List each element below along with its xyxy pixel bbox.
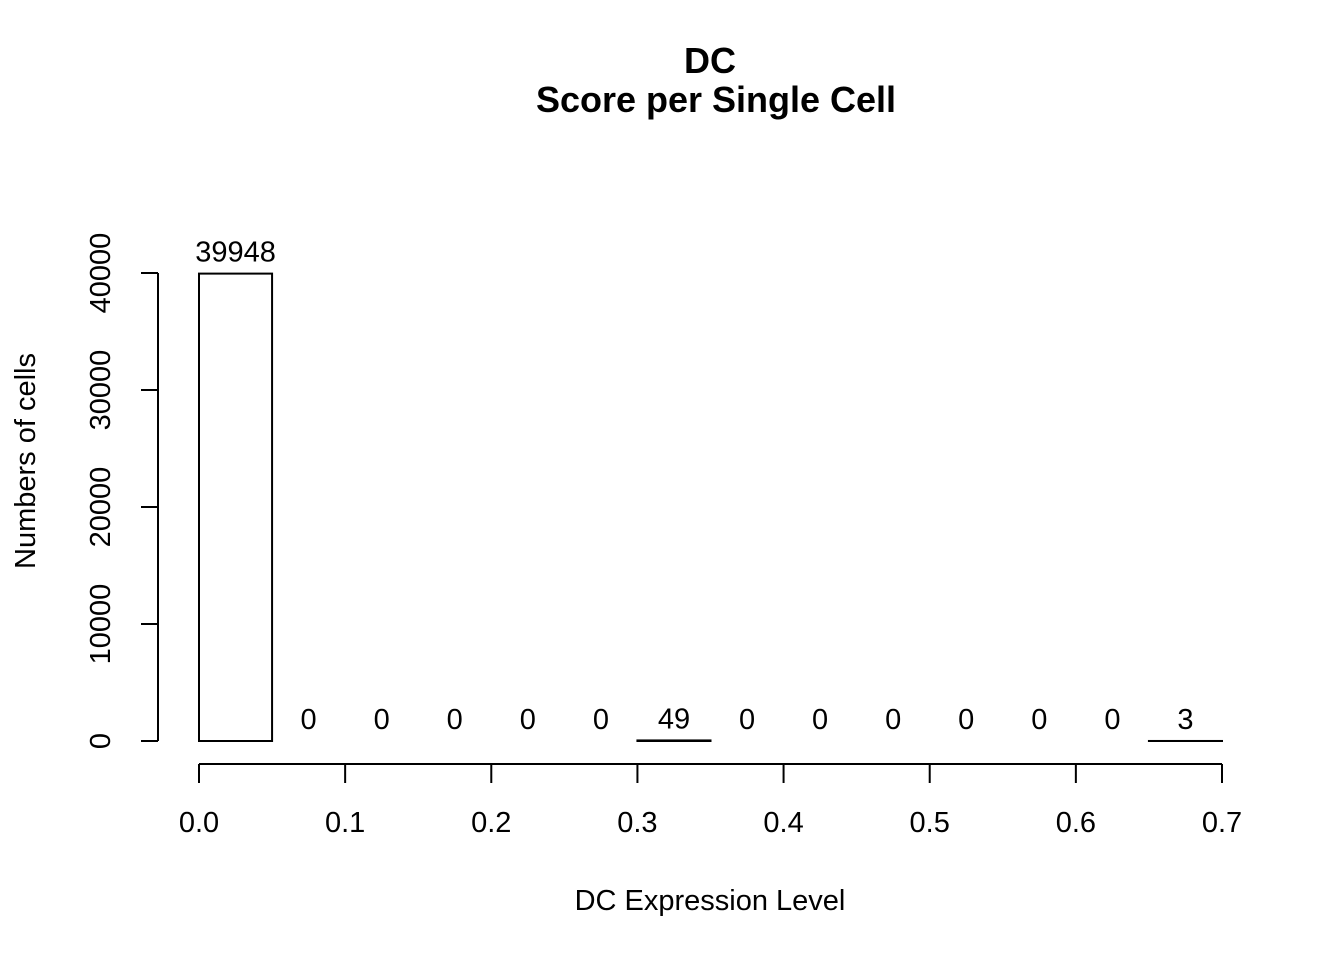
bar-value-label: 39948 xyxy=(195,237,276,269)
bar-value-label: 3 xyxy=(1177,704,1193,736)
y-axis-label: Numbers of cells xyxy=(10,353,42,569)
y-axis: 0 10000 20000 30000 40000 xyxy=(85,233,159,749)
x-tick-label: 0.6 xyxy=(1056,807,1096,839)
y-tick-label: 0 xyxy=(85,733,117,749)
bar-value-label: 0 xyxy=(520,704,536,736)
bar-value-label: 0 xyxy=(301,704,317,736)
y-tick-label: 10000 xyxy=(85,584,117,665)
x-tick-label: 0.7 xyxy=(1202,807,1242,839)
x-tick-label: 0.1 xyxy=(325,807,365,839)
x-tick-label: 0.4 xyxy=(763,807,803,839)
bar-value-label: 0 xyxy=(812,704,828,736)
y-tick-label: 40000 xyxy=(85,233,117,314)
bar-value-label: 0 xyxy=(739,704,755,736)
y-tick-label: 20000 xyxy=(85,467,117,548)
x-tick-label: 0.5 xyxy=(910,807,950,839)
bar-value-label: 0 xyxy=(447,704,463,736)
bar-value-label: 0 xyxy=(593,704,609,736)
bar-value-label: 0 xyxy=(1031,704,1047,736)
bar-value-label: 49 xyxy=(658,703,690,735)
histogram-bar xyxy=(198,272,274,742)
x-tick-label: 0.2 xyxy=(471,807,511,839)
x-axis-label: DC Expression Level xyxy=(575,885,846,917)
bar-value-label: 0 xyxy=(374,704,390,736)
bar-value-label: 0 xyxy=(1104,704,1120,736)
histogram-bar xyxy=(636,739,712,742)
x-axis: 0.0 0.1 0.2 0.3 0.4 0.5 0.6 0.7 xyxy=(179,763,1242,839)
bar-value-label: 0 xyxy=(885,704,901,736)
bars-group xyxy=(198,272,1224,743)
bar-value-label: 0 xyxy=(958,704,974,736)
y-tick-label: 30000 xyxy=(85,350,117,431)
bar-labels-group: 39948 0 0 0 0 0 49 0 0 0 0 0 0 3 xyxy=(195,237,1193,736)
x-tick-label: 0.3 xyxy=(617,807,657,839)
chart-title: DC xyxy=(684,40,736,81)
chart-subtitle: Score per Single Cell xyxy=(536,79,896,120)
x-tick-label: 0.0 xyxy=(179,807,219,839)
